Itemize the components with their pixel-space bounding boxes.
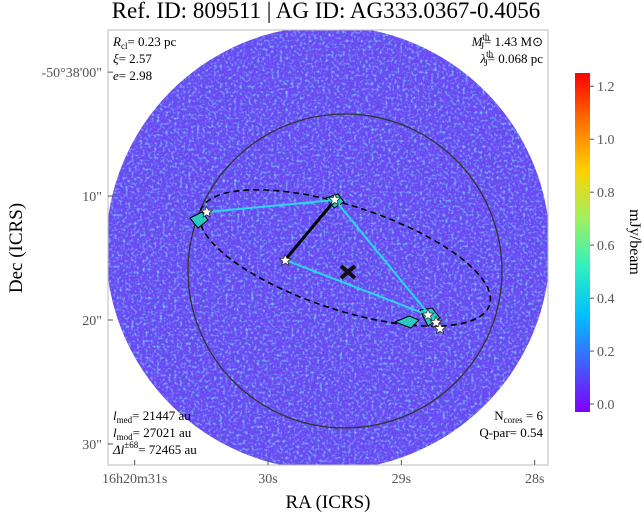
annotation-part: = 2.57 <box>119 51 153 66</box>
annotation-part: ξ <box>113 51 119 66</box>
annotation-part: = 2.98 <box>119 68 152 83</box>
x-tick-label: 30s <box>258 472 277 487</box>
fit-ellipse <box>198 188 492 328</box>
annotation-part: J <box>484 58 488 68</box>
cluster-circle <box>187 113 503 429</box>
colorbar-tick-label: 0.0 <box>597 398 615 413</box>
annotation-part: cores <box>504 415 523 425</box>
annotation: ξ= 2.57 <box>113 51 152 66</box>
annotation-part: M <box>471 34 484 49</box>
mst-edge <box>284 259 429 316</box>
y-tick-label: 20" <box>82 314 102 329</box>
colorbar-tick-label: 0.4 <box>597 292 615 307</box>
annotation: Q-par= 0.54 <box>479 425 543 440</box>
annotation-part: th <box>482 32 490 42</box>
colorbar-tick-label: 0.6 <box>597 239 615 254</box>
mst-longest-edge <box>283 199 337 261</box>
core <box>328 192 342 206</box>
y-tick-label: -50°38'00" <box>42 66 103 81</box>
x-axis-label: RA (ICRS) <box>286 492 371 513</box>
annotation-part: = 0.23 pc <box>127 34 176 49</box>
y-tick-label: 30" <box>82 438 102 453</box>
plot-frame <box>107 29 549 466</box>
cluster-center <box>339 264 357 280</box>
annotation-part: = 6 <box>523 408 544 423</box>
annotation-part: med <box>117 415 133 425</box>
colorbar-label: mJy/beam <box>626 209 643 275</box>
x-tick-label: 28s <box>525 472 544 487</box>
annotation-part: = 0.068 pc <box>488 51 544 66</box>
annotation-part: e <box>113 68 119 83</box>
core <box>421 307 435 321</box>
annotation: Rcl= 0.23 pc <box>112 34 177 51</box>
annotation-part: = 1.43 M⊙ <box>484 34 543 49</box>
annotation: Ncores = 6 <box>494 408 543 425</box>
annotation: Mth J= 1.43 M⊙ <box>471 32 543 51</box>
core <box>200 205 214 218</box>
core <box>433 321 447 335</box>
mst-edge <box>206 199 336 213</box>
emission-contour <box>189 193 441 329</box>
annotation-part: Δl <box>112 442 125 457</box>
colorbar-tick-label: 1.0 <box>597 133 615 148</box>
mst-edge <box>334 199 441 329</box>
annotation-part: λ <box>479 51 486 66</box>
annotation-part: = 27021 au <box>133 425 192 440</box>
annotation: Δl±68= 72465 au <box>112 440 197 457</box>
annotation: lmed= 21447 au <box>113 408 191 425</box>
annotation: e= 2.98 <box>113 68 152 83</box>
sky-image <box>108 30 548 465</box>
y-tick-label: 10" <box>82 190 102 205</box>
core <box>278 253 292 267</box>
chart-title: Ref. ID: 809511 | AG ID: AG333.0367-0.40… <box>112 0 541 23</box>
annotation-part: l <box>113 408 117 423</box>
colorbar-tick-label: 0.8 <box>597 186 615 201</box>
annotation-part: th <box>486 49 494 59</box>
image-noise <box>108 30 548 465</box>
annotation-part: N <box>494 408 504 423</box>
colorbar-tick-label: 0.2 <box>597 345 615 360</box>
annotation-part: = 72465 au <box>138 442 197 457</box>
x-tick-label: 16h20m31s <box>102 472 167 487</box>
annotation-part: R <box>112 34 121 49</box>
annotation: λth J= 0.068 pc <box>479 49 543 68</box>
annotation: lmod= 27021 au <box>113 425 192 442</box>
annotation-part: l <box>113 425 117 440</box>
colorbar <box>575 73 590 412</box>
annotation-part: cl <box>121 41 128 51</box>
colorbar-tick-label: 1.2 <box>597 80 615 95</box>
annotation-part: J <box>480 41 484 51</box>
annotation-part: Q-par= 0.54 <box>479 425 543 440</box>
annotation-part: ±68 <box>124 440 138 450</box>
y-axis-label: Dec (ICRS) <box>6 203 27 293</box>
annotation-part: mod <box>117 432 134 442</box>
annotation-part: = 21447 au <box>132 408 191 423</box>
x-tick-label: 29s <box>392 472 411 487</box>
